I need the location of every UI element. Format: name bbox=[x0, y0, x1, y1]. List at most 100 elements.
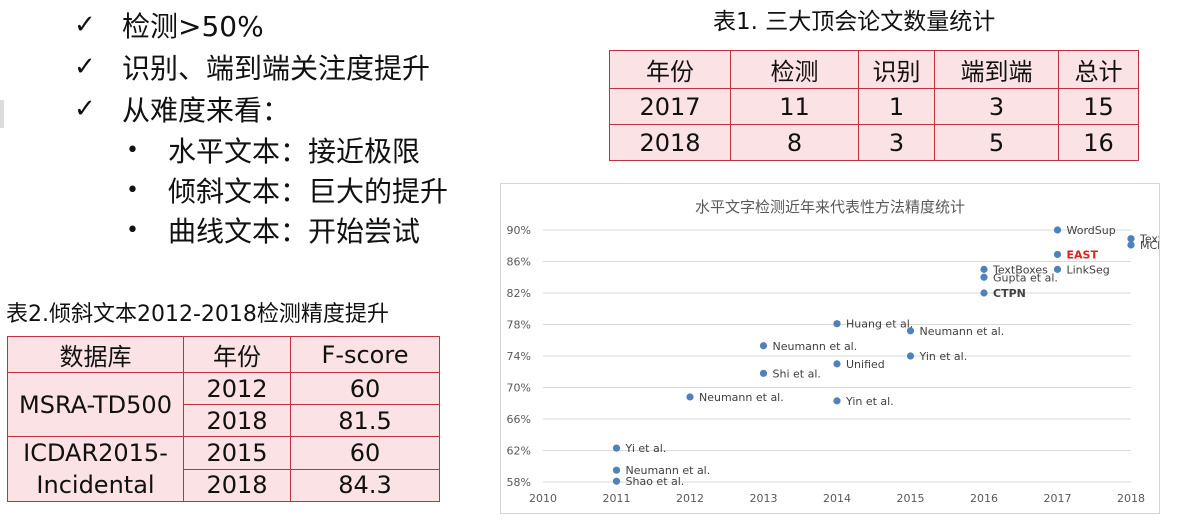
table-cell: 3 bbox=[934, 88, 1059, 125]
x-tick-label: 2013 bbox=[750, 492, 778, 505]
data-point bbox=[833, 360, 841, 368]
data-point bbox=[612, 466, 621, 474]
bullet-dot-icon: • bbox=[126, 137, 139, 163]
data-point bbox=[906, 352, 915, 360]
data-label: Shi et al. bbox=[773, 367, 821, 380]
checkmark-icon: ✓ bbox=[74, 10, 96, 40]
data-point bbox=[1127, 235, 1135, 243]
table-row: ICDAR2015- Incidental 2015 60 bbox=[7, 436, 440, 502]
table-cell: 1 bbox=[858, 88, 935, 125]
data-point bbox=[833, 320, 841, 328]
table-row: 2018 8 3 5 16 bbox=[609, 124, 1139, 161]
header-cell: 检测 bbox=[730, 50, 859, 89]
x-tick-label: 2011 bbox=[603, 492, 631, 505]
y-tick-label: 78% bbox=[507, 319, 531, 332]
table-cell: 3 bbox=[858, 124, 935, 161]
bullet-item: ✓ 从难度来看： bbox=[74, 88, 514, 130]
data-point bbox=[612, 477, 621, 485]
bullet-dot-icon: • bbox=[126, 177, 139, 203]
table2: 数据库 年份 F-score MSRA-TD500 2012 60 2018 8… bbox=[7, 336, 440, 502]
table-row: 2018 84.3 bbox=[8, 468, 440, 502]
data-label: EAST bbox=[1067, 248, 1099, 261]
data-label: Neumann et al. bbox=[920, 325, 1005, 338]
x-tick-label: 2017 bbox=[1044, 492, 1072, 505]
table1: 年份 检测 识别 端到端 总计 2017 11 1 3 15 2018 8 3 … bbox=[609, 50, 1139, 161]
x-tick-label: 2015 bbox=[897, 492, 925, 505]
header-cell: 识别 bbox=[858, 50, 935, 89]
table-cell: 60 bbox=[290, 372, 440, 405]
data-label: Neumann et al. bbox=[699, 391, 784, 404]
chart-title: 水平文字检测近年来代表性方法精度统计 bbox=[695, 198, 965, 216]
header-cell: 总计 bbox=[1058, 50, 1139, 89]
scatter-chart: 水平文字检测近年来代表性方法精度统计 58% 62% 66% 70% 74% 78% 82% 8… bbox=[500, 183, 1160, 514]
data-point bbox=[1053, 226, 1062, 234]
y-tick-label: 70% bbox=[507, 382, 531, 395]
y-tick-label: 86% bbox=[507, 256, 531, 269]
data-label: Yin et al. bbox=[919, 350, 968, 363]
header-cell: 端到端 bbox=[934, 50, 1059, 89]
y-tick-label: 58% bbox=[507, 476, 531, 489]
data-label: Yi et al. bbox=[625, 442, 667, 455]
table-header-row: 年份 检测 识别 端到端 总计 bbox=[609, 50, 1139, 89]
table-cell: 2015 bbox=[183, 436, 291, 470]
data-point bbox=[980, 265, 988, 273]
sub-bullet-item: • 曲线文本：开始尝试 bbox=[74, 210, 514, 250]
data-label: TextBoxes bbox=[992, 263, 1048, 276]
table-row: MSRA-TD500 2012 60 bbox=[7, 372, 440, 437]
table2-title: 表2.倾斜文本2012-2018检测精度提升 bbox=[6, 302, 389, 327]
data-point bbox=[833, 397, 841, 405]
data-label: MCN bbox=[1140, 239, 1159, 252]
data-point bbox=[980, 289, 988, 297]
data-point bbox=[1127, 241, 1135, 249]
table-cell: 81.5 bbox=[290, 404, 440, 437]
sub-bullet-item: • 倾斜文本：巨大的提升 bbox=[74, 170, 514, 210]
table-cell: 2018 bbox=[183, 404, 291, 437]
sub-bullet-item: • 水平文本：接近极限 bbox=[74, 130, 514, 170]
data-point bbox=[686, 393, 694, 401]
data-label: Neumann et al. bbox=[773, 340, 858, 353]
table-cell: 11 bbox=[730, 88, 859, 125]
data-label: Gupta et al. bbox=[993, 271, 1058, 284]
header-cell: 年份 bbox=[609, 50, 731, 89]
table-header-row: 数据库 年份 F-score bbox=[7, 336, 440, 373]
y-tick-label: 62% bbox=[507, 445, 531, 458]
data-point bbox=[980, 273, 988, 281]
sub-bullet-text: 倾斜文本：巨大的提升 bbox=[168, 175, 449, 208]
table-cell: 2018 bbox=[609, 124, 731, 161]
bullet-item: ✓ 检测>50% bbox=[74, 4, 514, 46]
x-tick-label: 2018 bbox=[1117, 492, 1145, 505]
table-cell: 15 bbox=[1058, 88, 1139, 125]
table-row: 2018 81.5 bbox=[8, 404, 440, 437]
table-cell: 2012 bbox=[183, 372, 291, 405]
x-tick-label: 2010 bbox=[529, 492, 557, 505]
table-cell: 16 bbox=[1058, 124, 1139, 161]
table-cell: 8 bbox=[730, 124, 859, 161]
sub-bullet-text: 水平文本：接近极限 bbox=[168, 135, 421, 168]
y-tick-label: 82% bbox=[507, 287, 531, 300]
data-point bbox=[612, 444, 621, 452]
bullet-text: 检测>50% bbox=[122, 10, 264, 43]
data-point bbox=[759, 369, 768, 377]
bullet-text: 从难度来看： bbox=[122, 94, 291, 127]
header-cell: F-score bbox=[290, 336, 440, 373]
database-cell: ICDAR2015- Incidental bbox=[7, 436, 184, 502]
table-cell: 2018 bbox=[183, 468, 291, 502]
table-row: 2017 11 1 3 15 bbox=[609, 88, 1139, 125]
bullet-text: 识别、端到端关注度提升 bbox=[122, 52, 431, 85]
bullet-dot-icon: • bbox=[126, 217, 139, 243]
header-cell: 年份 bbox=[183, 336, 291, 373]
chart-canvas: 水平文字检测近年来代表性方法精度统计 58% 62% 66% 70% 74% 78% 82% 8… bbox=[507, 198, 1159, 505]
table-cell: 5 bbox=[934, 124, 1059, 161]
sub-bullet-text: 曲线文本：开始尝试 bbox=[168, 215, 421, 248]
data-point bbox=[1053, 265, 1062, 273]
table-cell: 2017 bbox=[609, 88, 731, 125]
checkmark-icon: ✓ bbox=[74, 94, 96, 124]
x-tick-label: 2012 bbox=[676, 492, 704, 505]
data-label: Huang et al. bbox=[846, 318, 913, 331]
database-cell: MSRA-TD500 bbox=[7, 372, 184, 437]
y-tick-label: 74% bbox=[507, 350, 531, 363]
data-point bbox=[1053, 250, 1062, 259]
data-label: Shao et al. bbox=[626, 475, 685, 488]
left-edge-fragment bbox=[0, 100, 4, 128]
x-tick-label: 2016 bbox=[970, 492, 998, 505]
